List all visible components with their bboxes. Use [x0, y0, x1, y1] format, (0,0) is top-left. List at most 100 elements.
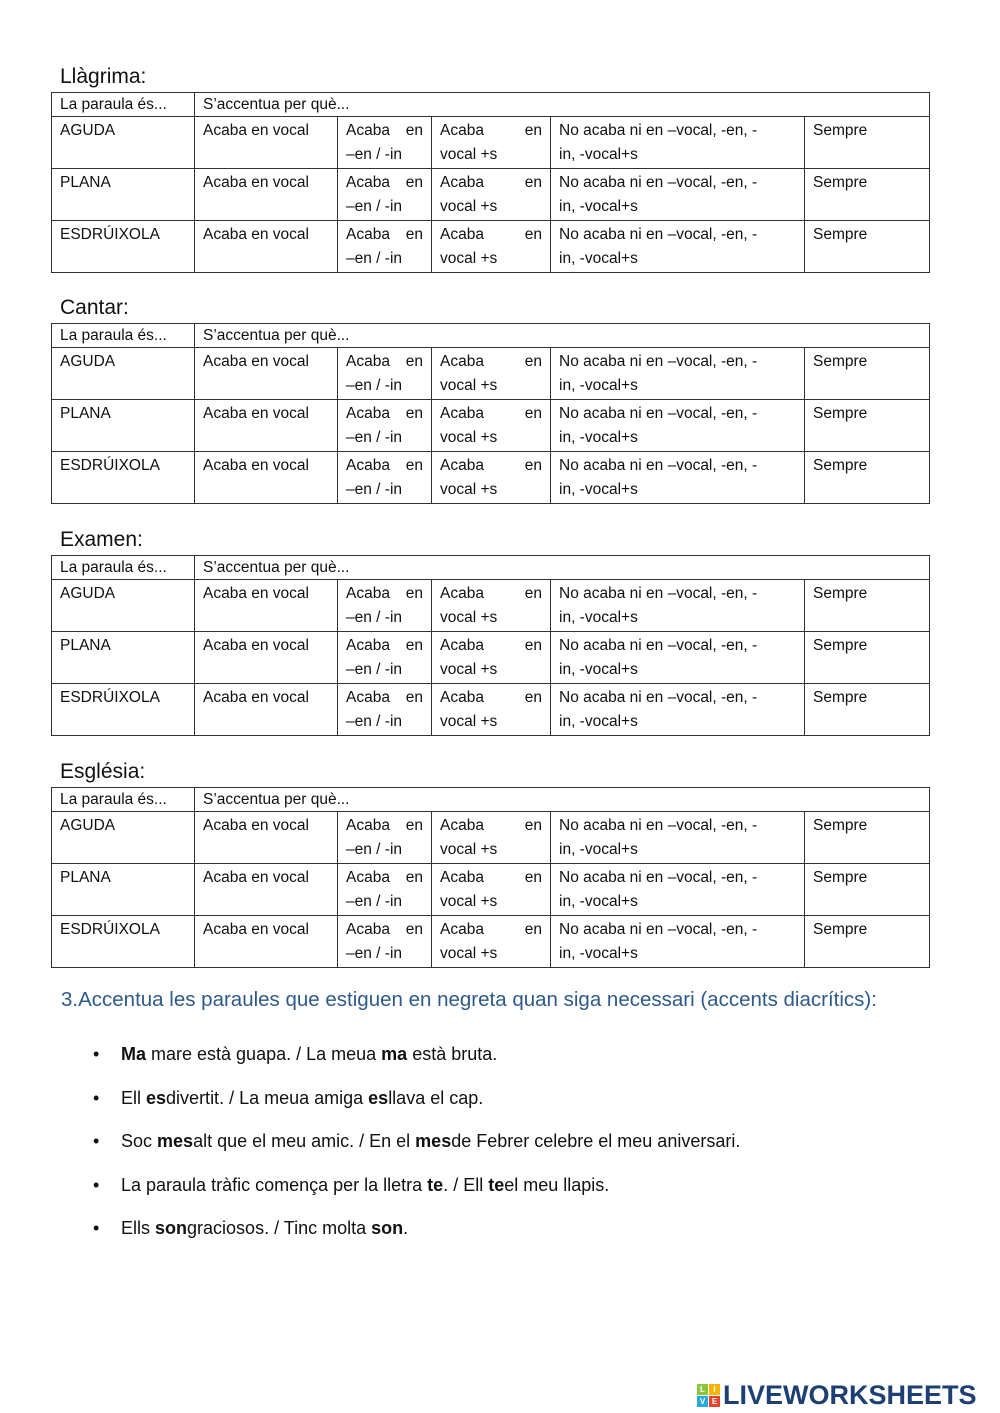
option-cell[interactable]: Acaba en –en / -in [337, 863, 432, 916]
option-cell[interactable]: Acaba en vocal [194, 220, 338, 273]
option-text: Acaba en [346, 226, 423, 243]
option-cell[interactable]: Sempre [803, 683, 931, 736]
option-cell[interactable]: Acaba en vocal [194, 168, 338, 221]
option-cell[interactable]: No acaba ni en –vocal, -en, - in, -vocal+… [550, 116, 805, 169]
option-text: –en / -in [346, 429, 403, 446]
option-cell[interactable]: Acaba en –en / -in [337, 399, 432, 452]
option-cell[interactable]: Acaba en –en / -in [337, 915, 432, 968]
option-cell[interactable]: No acaba ni en –vocal, -en, - in, -vocal+… [550, 399, 805, 452]
option-cell[interactable]: Acaba en –en / -in [337, 811, 432, 864]
option-text: Acaba en vocal [203, 817, 309, 834]
option-cell[interactable]: Acaba en –en / -in [337, 579, 432, 632]
word-type-cell: PLANA [51, 168, 195, 221]
option-text: Acaba en [440, 353, 542, 370]
option-cell[interactable]: Acaba en vocal [194, 631, 338, 684]
logo-letter-block: I [709, 1384, 720, 1395]
option-cell[interactable]: Acaba en vocal [194, 863, 338, 916]
bold-word[interactable]: es [368, 1087, 389, 1108]
option-cell[interactable]: No acaba ni en –vocal, -en, - in, -vocal+… [550, 451, 805, 504]
option-cell[interactable]: Acaba en vocal +s [431, 347, 551, 400]
option-text: No acaba ni en –vocal, -en, - [559, 585, 758, 602]
bold-word[interactable]: mes [157, 1131, 194, 1151]
option-text: Acaba en [346, 457, 423, 474]
option-cell[interactable]: No acaba ni en –vocal, -en, - in, -vocal+… [550, 683, 805, 736]
option-text: vocal +s [440, 250, 498, 267]
bold-word[interactable]: ma [381, 1044, 408, 1064]
bold-word[interactable]: te [427, 1174, 444, 1195]
option-cell[interactable]: Acaba en –en / -in [337, 116, 432, 169]
option-cell[interactable]: Acaba en –en / -in [337, 347, 432, 400]
word-section: Llàgrima: La paraula és... S’accentua per … [51, 62, 931, 273]
option-cell[interactable]: Acaba en vocal [194, 683, 338, 736]
sentence-text: de Febrer celebre el meu aniversari. [451, 1131, 741, 1151]
option-cell[interactable]: No acaba ni en –vocal, -en, - in, -vocal+… [550, 347, 805, 400]
option-cell[interactable]: No acaba ni en –vocal, -en, - in, -vocal+… [550, 863, 805, 916]
option-cell[interactable]: Sempre [803, 915, 931, 968]
option-cell[interactable]: Acaba en vocal +s [431, 863, 551, 916]
option-cell[interactable]: Acaba en vocal [194, 915, 338, 968]
option-cell[interactable]: No acaba ni en –vocal, -en, - in, -vocal+… [550, 915, 805, 968]
option-cell[interactable]: Acaba en vocal +s [431, 451, 551, 504]
option-cell[interactable]: No acaba ni en –vocal, -en, - in, -vocal+… [550, 168, 805, 221]
option-text: vocal +s [440, 198, 498, 215]
option-cell[interactable]: Sempre [803, 168, 931, 221]
option-cell[interactable]: Sempre [803, 863, 931, 916]
option-cell[interactable]: Acaba en vocal +s [431, 915, 551, 968]
word-section: Cantar: La paraula és... S’accentua per qu… [51, 293, 931, 504]
option-cell[interactable]: Sempre [803, 347, 931, 400]
option-cell[interactable]: No acaba ni en –vocal, -en, - in, -vocal+… [550, 579, 805, 632]
option-cell[interactable]: Acaba en vocal +s [431, 579, 551, 632]
option-cell[interactable]: No acaba ni en –vocal, -en, - in, -vocal+… [550, 631, 805, 684]
option-cell[interactable]: Acaba en –en / -in [337, 683, 432, 736]
word-title: Llàgrima: [60, 65, 147, 88]
accent-table: La paraula és... S’accentua per què... AGU… [51, 787, 931, 968]
option-text: Acaba en [440, 226, 542, 243]
option-cell[interactable]: No acaba ni en –vocal, -en, - in, -vocal+… [550, 811, 805, 864]
option-text: Acaba en [346, 585, 423, 602]
option-cell[interactable]: Acaba en vocal [194, 347, 338, 400]
bold-word[interactable]: es [146, 1087, 167, 1108]
option-cell[interactable]: No acaba ni en –vocal, -en, - in, -vocal+… [550, 220, 805, 273]
bold-word[interactable]: son [155, 1218, 188, 1238]
option-text: Acaba en [440, 174, 542, 191]
option-cell[interactable]: Acaba en vocal +s [431, 116, 551, 169]
option-cell[interactable]: Acaba en vocal +s [431, 399, 551, 452]
word-type-cell: PLANA [51, 631, 195, 684]
option-cell[interactable]: Sempre [803, 631, 931, 684]
option-cell[interactable]: Acaba en vocal +s [431, 811, 551, 864]
option-cell[interactable]: Acaba en –en / -in [337, 220, 432, 273]
option-cell[interactable]: Acaba en vocal +s [431, 631, 551, 684]
option-cell[interactable]: Acaba en vocal [194, 399, 338, 452]
option-cell[interactable]: Acaba en –en / -in [337, 168, 432, 221]
option-cell[interactable]: Sempre [803, 220, 931, 273]
option-cell[interactable]: Acaba en vocal [194, 811, 338, 864]
option-cell[interactable]: Acaba en vocal +s [431, 168, 551, 221]
header-cell-reason: S’accentua per què... [193, 787, 931, 812]
option-cell[interactable]: Acaba en vocal +s [431, 220, 551, 273]
option-cell[interactable]: Sempre [803, 399, 931, 452]
option-cell[interactable]: Acaba en –en / -in [337, 631, 432, 684]
bold-word[interactable]: son [371, 1218, 404, 1238]
sentence-text: graciosos. / Tinc molta [187, 1218, 372, 1238]
sentence-text: La paraula tràfic comença per la lletra [121, 1174, 428, 1195]
option-cell[interactable]: Acaba en –en / -in [337, 451, 432, 504]
header-cell-word: La paraula és... [51, 323, 195, 348]
bold-word[interactable]: te [488, 1174, 505, 1195]
option-cell[interactable]: Acaba en vocal [194, 116, 338, 169]
bold-word[interactable]: Ma [121, 1044, 147, 1064]
option-cell[interactable]: Acaba en vocal +s [431, 683, 551, 736]
bold-word[interactable]: mes [415, 1131, 452, 1151]
option-text: vocal +s [440, 841, 498, 858]
table-row: AGUDA Acaba en vocal Acaba en –en / -in Acab… [51, 579, 931, 632]
word-title: Examen: [60, 528, 143, 551]
option-text: –en / -in [346, 713, 403, 730]
option-cell[interactable]: Sempre [803, 579, 931, 632]
option-cell[interactable]: Acaba en vocal [194, 579, 338, 632]
option-cell[interactable]: Sempre [803, 811, 931, 864]
option-text: No acaba ni en –vocal, -en, - [559, 689, 758, 706]
word-title: Cantar: [60, 296, 129, 319]
option-cell[interactable]: Acaba en vocal [194, 451, 338, 504]
option-cell[interactable]: Sempre [803, 451, 931, 504]
option-cell[interactable]: Sempre [803, 116, 931, 169]
